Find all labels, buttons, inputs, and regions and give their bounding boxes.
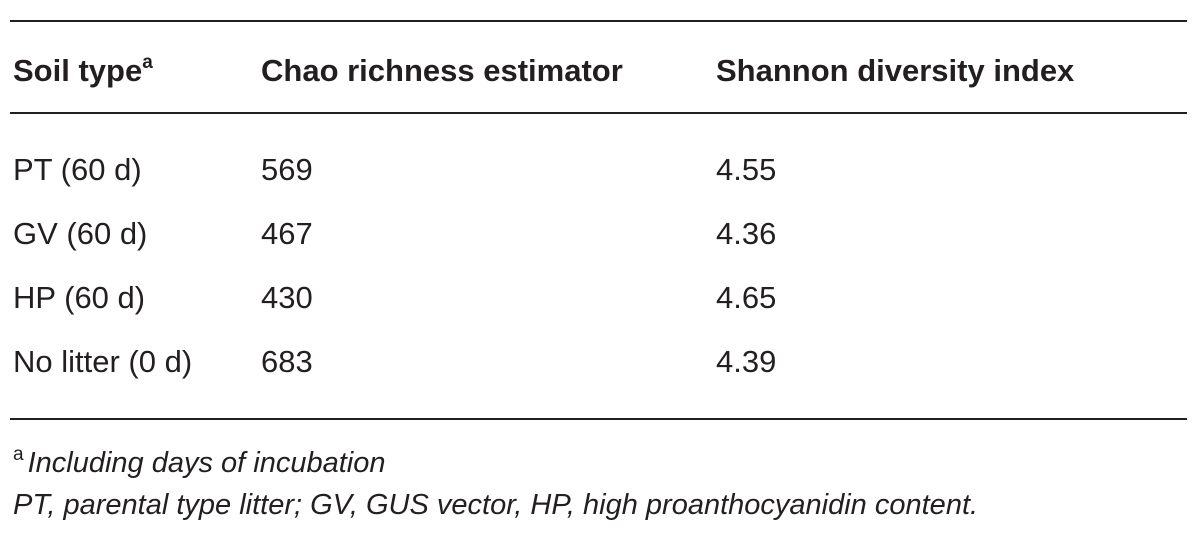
cell-soil: No litter (0 d)	[13, 344, 193, 379]
cell-shannon: 4.36	[716, 216, 777, 251]
header-chao: Chao richness estimator	[261, 53, 623, 88]
footnote-mark: a	[13, 444, 24, 465]
cell-chao: 430	[261, 280, 313, 315]
cell-soil: GV (60 d)	[13, 216, 148, 251]
footnote-a-text: Including days of incubation	[27, 447, 386, 479]
cell-shannon: 4.65	[716, 280, 777, 315]
cell-chao: 467	[261, 216, 313, 251]
cell-shannon: 4.55	[716, 152, 777, 187]
table-top-rule	[10, 20, 1187, 22]
footnote-a: a Including days of incubation	[13, 444, 386, 484]
header-soil-type-label: Soil type	[13, 53, 143, 88]
cell-shannon: 4.39	[716, 344, 777, 379]
table-bottom-rule	[10, 418, 1187, 420]
table-header-rule	[10, 112, 1187, 114]
header-soil-type: Soil typea	[13, 52, 153, 94]
cell-chao: 683	[261, 344, 313, 379]
cell-soil: PT (60 d)	[13, 152, 142, 187]
header-footnote-mark: a	[142, 52, 153, 73]
cell-chao: 569	[261, 152, 313, 187]
header-shannon: Shannon diversity index	[716, 53, 1075, 88]
cell-soil: HP (60 d)	[13, 280, 146, 315]
footnote-abbreviations: PT, parental type litter; GV, GUS vector…	[13, 489, 979, 521]
